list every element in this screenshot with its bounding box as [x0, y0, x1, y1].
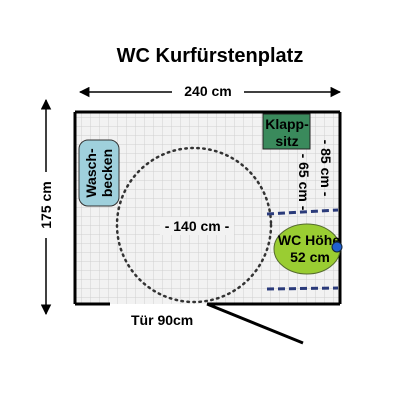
- room-walls: [73, 110, 342, 306]
- sink-label-line2: becken: [99, 149, 115, 197]
- fold-seat-label-line1: Klapp-: [265, 116, 309, 132]
- fold-seat-label-line2: sitz: [275, 133, 298, 149]
- flush-button-icon: [331, 241, 343, 253]
- sink-label-line1: Wasch-: [83, 148, 99, 198]
- grab-bar-lower: [266, 286, 339, 291]
- door-label: Tür 90cm: [131, 312, 193, 328]
- grab-bar-left-height: - 65 cm -: [296, 154, 312, 211]
- grab-bar-right-height: - 85 cm -: [318, 140, 334, 197]
- width-label: 240 cm: [184, 83, 231, 99]
- fold-seat: [262, 113, 311, 150]
- plan-title: WC Kurfürstenplatz: [117, 45, 304, 67]
- sink-label: Wasch- becken: [83, 148, 115, 198]
- turning-label-bg: [160, 217, 234, 235]
- grab-bar-upper: [266, 208, 339, 216]
- sink: [78, 139, 120, 207]
- toilet-label-line2: 52 cm: [290, 249, 330, 265]
- toilet-label-line1: WC Höhe: [278, 232, 340, 248]
- turning-circle: [115, 146, 273, 304]
- depth-label: 175 cm: [38, 181, 54, 228]
- width-label-bg: [172, 80, 244, 100]
- depth-label-bg: [34, 172, 58, 238]
- turning-circle-label: - 140 cm -: [165, 218, 230, 234]
- door-leaf: [206, 302, 304, 345]
